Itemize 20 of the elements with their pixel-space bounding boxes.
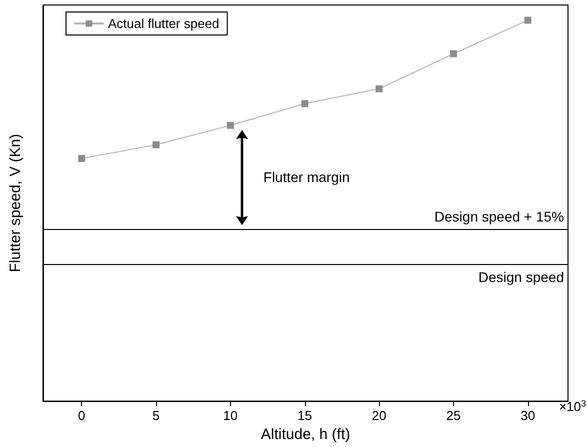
point bbox=[376, 85, 383, 92]
point bbox=[301, 100, 308, 108]
ref-line-label: Design speed bbox=[478, 268, 564, 285]
point bbox=[78, 154, 86, 162]
x-tick-label: 25 bbox=[446, 408, 461, 424]
x-tick-label: 30 bbox=[520, 408, 536, 424]
point bbox=[152, 141, 160, 148]
x-tick-label: 0 bbox=[78, 408, 86, 424]
x-axis-title: Altitude, h (ft) bbox=[260, 426, 350, 443]
point bbox=[450, 50, 457, 58]
x-tick-label: 15 bbox=[298, 408, 312, 424]
y-axis-title: Flutter speed, V (Kn) bbox=[7, 134, 24, 272]
x-tick-label: 5 bbox=[152, 408, 160, 424]
point bbox=[226, 122, 234, 129]
x-tick-label: 20 bbox=[372, 408, 386, 424]
ref-line-label: Design speed + 15% bbox=[434, 208, 564, 225]
point bbox=[524, 16, 532, 24]
legend-label: Actual flutter speed bbox=[108, 16, 220, 31]
x-tick-label: 10 bbox=[223, 408, 238, 424]
annotation: Flutter margin bbox=[263, 168, 350, 185]
